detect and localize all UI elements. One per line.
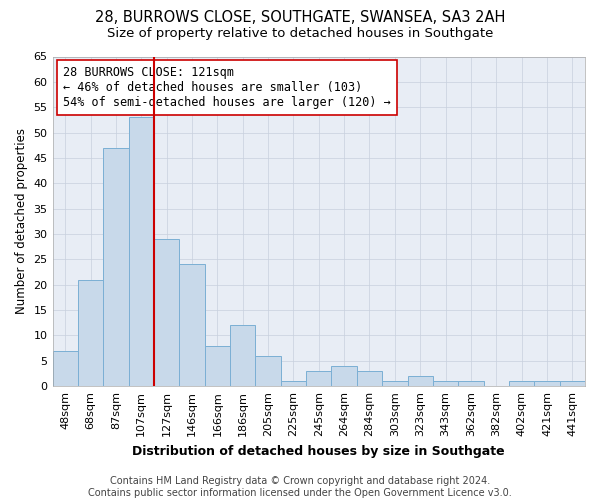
- Bar: [154, 239, 179, 386]
- Bar: [509, 381, 534, 386]
- X-axis label: Distribution of detached houses by size in Southgate: Distribution of detached houses by size …: [133, 444, 505, 458]
- Bar: [306, 371, 331, 386]
- Text: 28 BURROWS CLOSE: 121sqm
← 46% of detached houses are smaller (103)
54% of semi-: 28 BURROWS CLOSE: 121sqm ← 46% of detach…: [63, 66, 391, 110]
- Bar: [53, 350, 78, 386]
- Bar: [281, 381, 306, 386]
- Bar: [128, 118, 154, 386]
- Bar: [230, 326, 256, 386]
- Text: 28, BURROWS CLOSE, SOUTHGATE, SWANSEA, SA3 2AH: 28, BURROWS CLOSE, SOUTHGATE, SWANSEA, S…: [95, 10, 505, 25]
- Bar: [179, 264, 205, 386]
- Bar: [534, 381, 560, 386]
- Bar: [357, 371, 382, 386]
- Bar: [256, 356, 281, 386]
- Bar: [458, 381, 484, 386]
- Bar: [331, 366, 357, 386]
- Bar: [433, 381, 458, 386]
- Text: Size of property relative to detached houses in Southgate: Size of property relative to detached ho…: [107, 28, 493, 40]
- Text: Contains HM Land Registry data © Crown copyright and database right 2024.
Contai: Contains HM Land Registry data © Crown c…: [88, 476, 512, 498]
- Bar: [205, 346, 230, 386]
- Bar: [78, 280, 103, 386]
- Bar: [407, 376, 433, 386]
- Bar: [382, 381, 407, 386]
- Y-axis label: Number of detached properties: Number of detached properties: [15, 128, 28, 314]
- Bar: [103, 148, 128, 386]
- Bar: [560, 381, 585, 386]
